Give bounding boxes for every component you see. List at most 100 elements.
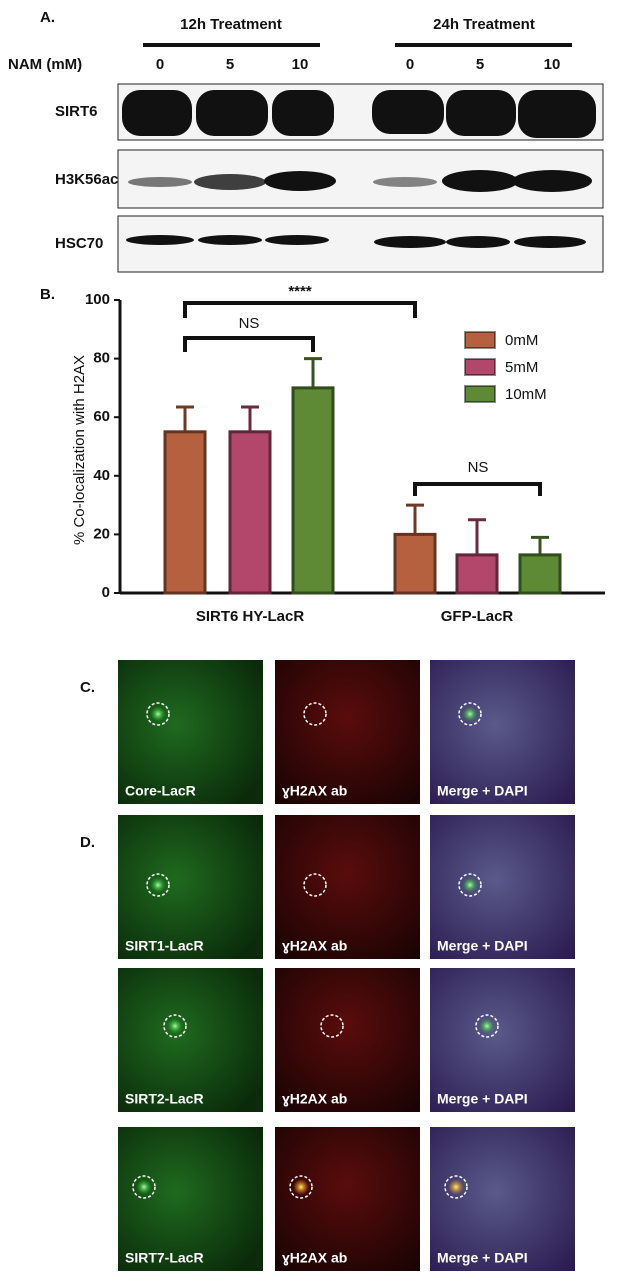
band [512,170,592,192]
focus-spot [136,1179,152,1195]
band [196,90,268,136]
micrograph [430,1127,575,1271]
y-tick-label: 100 [85,291,110,308]
bar-outline [518,553,562,595]
focus-spot [462,877,478,893]
panel-label: C. [80,679,95,696]
bands [122,90,596,248]
band [198,235,262,245]
treatment-label: 24h Treatment [433,16,535,33]
roi-circle [320,1014,344,1038]
band [194,174,266,190]
micrograph-label: ɣH2AX ab [282,783,347,799]
micrograph [118,1127,263,1271]
bar [291,386,335,595]
roi-circle [132,1175,156,1199]
band [122,90,192,136]
legend-label: 0mM [505,332,538,349]
legend-swatch [464,385,496,403]
micrograph-label: SIRT7-LacR [125,1250,204,1266]
legend-label: 5mM [505,359,538,376]
roi-circle [163,1014,187,1038]
micrograph [275,1127,420,1271]
y-tick-label: 20 [93,525,110,542]
y-tick-label: 40 [93,467,110,484]
focus-spot [479,1018,495,1034]
band [446,236,510,248]
roi-circle [458,702,482,726]
band [374,236,446,248]
band [372,90,444,134]
focus-spot [150,706,166,722]
band [272,90,334,136]
micrograph-label: ɣH2AX ab [282,1250,347,1266]
bracket [183,336,315,352]
roi-circle [289,1175,313,1199]
bar [518,553,562,595]
bar [393,532,437,595]
focus-spot [293,1179,309,1195]
x-tick-label: SIRT6 HY-LacR [196,608,305,625]
x-tick-label: GFP-LacR [441,608,514,625]
micrograph-label: ɣH2AX ab [282,1091,347,1107]
row-label: NAM (mM) [8,56,82,73]
bracket [183,301,417,318]
y-tick-label: 80 [93,350,110,367]
roi-circle [458,873,482,897]
bar [163,430,207,595]
blot-label: HSC70 [55,235,103,252]
micrograph-label: Merge + DAPI [437,1250,528,1266]
roi-circle [303,702,327,726]
micrograph [275,968,420,1112]
focus-spot [167,1018,183,1034]
roi-circle [146,873,170,897]
dose-label: 5 [226,56,234,73]
micrograph-label: Merge + DAPI [437,783,528,799]
legend-swatch [464,331,496,349]
dose-label: 0 [406,56,414,73]
focus-spot [462,706,478,722]
micrograph [118,968,263,1112]
roi-circle [303,873,327,897]
blot-label: SIRT6 [55,103,98,120]
micrograph-label: Core-LacR [125,783,196,799]
micrograph-label: SIRT2-LacR [125,1091,204,1107]
micrograph-label: Merge + DAPI [437,1091,528,1107]
bar [455,553,499,595]
band [446,90,516,136]
annotation: **** [288,283,312,300]
band [518,90,596,138]
dose-label: 5 [476,56,484,73]
micrograph-label: ɣH2AX ab [282,938,347,954]
micrograph-label: Merge + DAPI [437,938,528,954]
panel-label: A. [40,9,55,26]
bar-outline [291,386,335,595]
roi-circle [475,1014,499,1038]
dose-label: 10 [292,56,309,73]
bar-outline [393,532,437,595]
bar-outline [228,430,272,595]
roi-circle [444,1175,468,1199]
bracket [413,482,542,496]
legend-swatch [464,358,496,376]
brackets [183,301,542,496]
roi-circle [146,702,170,726]
micrograph [430,968,575,1112]
bar [228,430,272,595]
focus-spot [150,877,166,893]
dose-label: 10 [544,56,561,73]
band [264,171,336,191]
micrograph [275,660,420,804]
micrograph-label: SIRT1-LacR [125,938,204,954]
panel-label: D. [80,834,95,851]
dose-label: 0 [156,56,164,73]
band [128,177,192,187]
focus-spot [448,1179,464,1195]
micrograph [430,815,575,959]
band [514,236,586,248]
annotation: NS [239,315,260,332]
y-tick-label: 60 [93,408,110,425]
micrograph [118,815,263,959]
band [373,177,437,187]
